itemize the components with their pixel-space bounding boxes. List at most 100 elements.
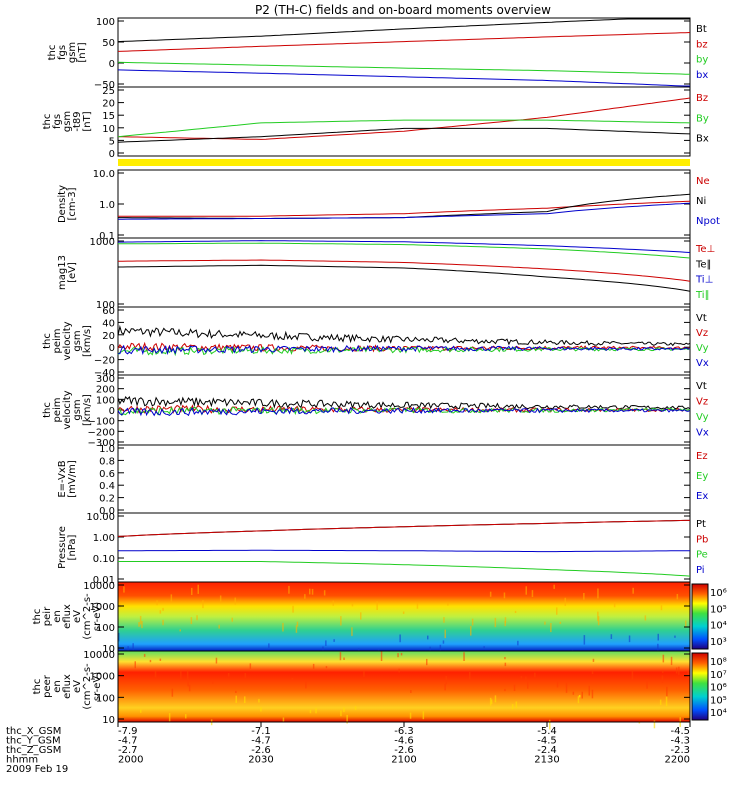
- spectrogram-pixel: [553, 584, 555, 589]
- spectrogram-pixel: [162, 619, 164, 626]
- y-tick-label: 1.0: [99, 200, 115, 211]
- y-tick-label: 60: [102, 306, 115, 317]
- spectrogram-pixel: [179, 629, 181, 632]
- panel-frame: [117, 169, 691, 239]
- series-Vx: [117, 406, 691, 417]
- spectrogram-pixel: [339, 652, 342, 661]
- spectrogram-pixel: [504, 688, 506, 692]
- y-tick-label: 1000: [90, 602, 115, 613]
- spectrogram-pixel: [325, 640, 327, 646]
- spectrogram: [118, 582, 690, 651]
- y-axis-label: gsm: [72, 330, 83, 351]
- spectrogram-pixel: [398, 668, 400, 673]
- spectrogram-pixel: [282, 717, 285, 722]
- spectrogram-pixel: [351, 603, 354, 607]
- y-axis-label: [eV]: [67, 262, 78, 283]
- spectrogram-pixel: [550, 623, 552, 633]
- y-axis-label: [cm-3]: [67, 187, 78, 220]
- legend-Bz: Bz: [696, 93, 708, 104]
- legend-Pe: Pe: [696, 550, 708, 561]
- y-axis-label: en: [52, 610, 63, 623]
- y-tick-label: 100: [96, 623, 115, 634]
- footer-label: hhmm: [6, 755, 38, 766]
- footer-value: -4.3: [670, 736, 690, 747]
- spectrogram-pixel: [154, 670, 157, 678]
- series-Bx: [117, 127, 691, 143]
- y-axis-label: en: [52, 680, 63, 693]
- colorbar-label: 10⁵: [710, 604, 727, 615]
- spectrogram-pixel: [520, 676, 523, 679]
- spectrogram-pixel: [304, 594, 306, 599]
- spectrogram-pixel: [628, 635, 631, 643]
- y-axis-label: [nT]: [77, 42, 88, 62]
- y-axis-label: eV: [72, 610, 83, 623]
- spectrogram-pixel: [469, 671, 471, 680]
- spectrogram-pixel: [588, 685, 590, 696]
- spectrogram-pixel: [416, 603, 419, 609]
- spectrogram-pixel: [613, 601, 616, 608]
- footer-value: -2.6: [251, 745, 271, 756]
- footer-value: -4.7: [251, 736, 271, 747]
- y-tick-label: 20: [102, 99, 115, 110]
- footer-value: -4.6: [394, 736, 414, 747]
- y-tick-label: 0.2: [99, 494, 115, 505]
- spectrogram-pixel: [235, 690, 237, 693]
- panel-frame: [117, 86, 691, 157]
- y-axis-label: eflux: [62, 674, 73, 699]
- spectrogram-pixel: [323, 590, 326, 596]
- y-tick-label: 25: [102, 86, 115, 97]
- spectrogram-pixel: [610, 634, 613, 639]
- y-tick-label: 0: [109, 406, 115, 417]
- series-Ne: [118, 200, 691, 217]
- spectrogram-pixel: [444, 683, 446, 691]
- spectrogram-pixel: [426, 658, 428, 666]
- series-Vt: [117, 395, 691, 410]
- colorbar-label: 10⁶: [710, 588, 727, 599]
- spectrogram-pixel: [260, 707, 262, 712]
- spectrogram-pixel: [343, 707, 345, 712]
- spectrogram-pixel: [685, 603, 687, 607]
- spectrogram-pixel: [218, 624, 220, 629]
- panel-1: 100 50 0 −50 thc fgs gsm [nT] Bt bz by bx: [47, 17, 708, 91]
- spectrogram-pixel: [657, 633, 659, 641]
- spectrogram-pixel: [674, 635, 676, 638]
- footer-label: thc_X_GSM: [6, 726, 61, 737]
- y-axis-label: E=-VxB: [57, 460, 68, 497]
- spectrogram-pixel: [444, 629, 446, 639]
- spectrogram-pixel: [494, 617, 497, 628]
- spectrogram-pixel: [149, 659, 152, 663]
- spectrogram-pixel: [219, 595, 222, 602]
- spectrogram-pixel: [212, 679, 214, 684]
- spectrogram-pixel: [159, 658, 162, 661]
- colorbar: [691, 652, 709, 721]
- spectrogram-pixel: [134, 661, 136, 669]
- footer-value: -4.5: [537, 736, 557, 747]
- spectrogram-pixel: [397, 653, 399, 658]
- legend-Ez: Ez: [696, 451, 708, 462]
- legend-Pb: Pb: [696, 534, 708, 545]
- spectrogram-pixel: [442, 640, 445, 644]
- y-axis-label: [km/s]: [82, 325, 93, 357]
- spectrogram-pixel: [191, 587, 193, 595]
- spectrogram-pixel: [511, 704, 514, 710]
- series-Ti∥: [118, 242, 691, 259]
- spectrogram-pixel: [494, 695, 497, 703]
- footer-value: 2130: [534, 755, 559, 766]
- spectrogram-pixel: [597, 611, 599, 622]
- spectrogram-pixel: [685, 620, 687, 627]
- spectrogram-pixel: [170, 594, 173, 602]
- spectrogram-pixel: [351, 627, 353, 636]
- spectrogram-pixel: [471, 618, 474, 626]
- series-Npot: [118, 202, 691, 220]
- y-axis-label: thc: [47, 45, 58, 61]
- spectrogram-pixel: [188, 684, 191, 692]
- y-tick-label: 0.1: [99, 231, 115, 242]
- spectrogram-pixel: [187, 678, 189, 687]
- y-axis-label: peim: [52, 397, 63, 422]
- spectrogram-pixel: [544, 621, 546, 625]
- y-tick-label: −300: [88, 438, 115, 449]
- spectrogram-pixel: [296, 621, 299, 627]
- y-tick-label: 0: [109, 59, 115, 70]
- legend-Vx: Vx: [696, 428, 709, 439]
